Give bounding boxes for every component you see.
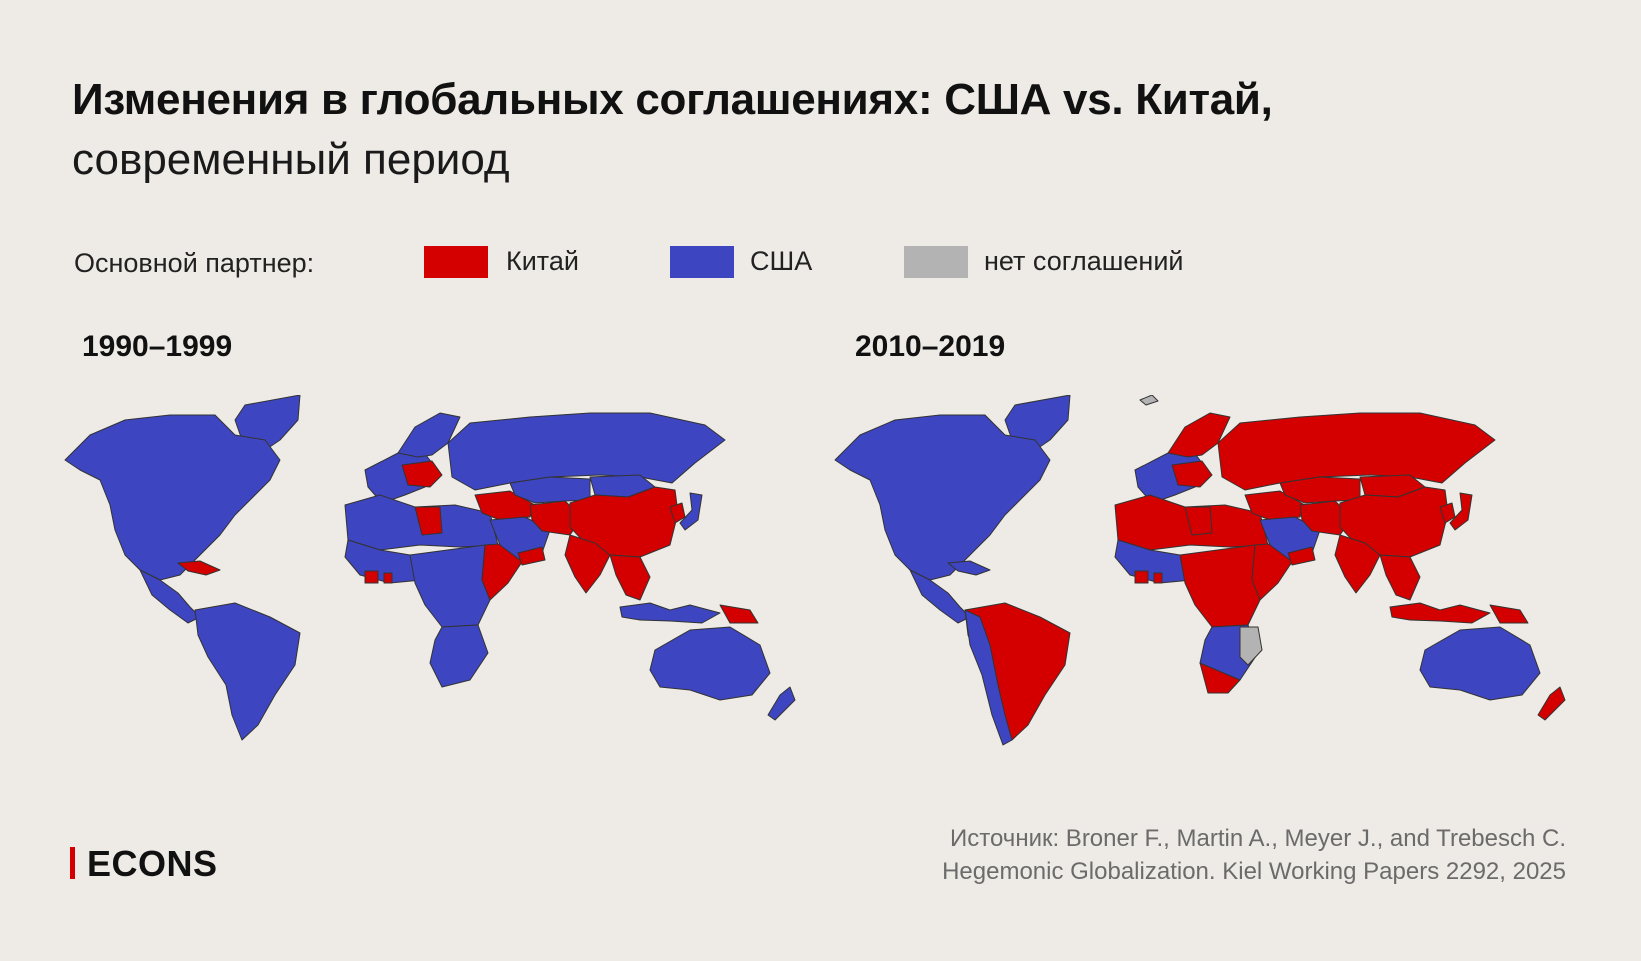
- region-central-africa: [1179, 544, 1261, 628]
- region-svalbard: [1139, 395, 1159, 406]
- region-north-america: [834, 414, 1051, 581]
- region-europe-central: [401, 460, 443, 488]
- chart-title: Изменения в глобальных соглашениях: США …: [72, 70, 1273, 190]
- region-cuba: [947, 560, 991, 576]
- region-yemen: [1287, 546, 1316, 566]
- legend-label: Основной партнер:: [74, 248, 315, 278]
- region-india: [1334, 534, 1381, 594]
- region-india: [564, 534, 611, 594]
- source-line-2: Hegemonic Globalization. Kiel Working Pa…: [942, 858, 1566, 885]
- region-mozambique: [1239, 626, 1263, 666]
- region-indochina: [1379, 554, 1421, 601]
- region-png: [719, 604, 759, 624]
- region-middle-east: [474, 490, 536, 521]
- world-maps: [64, 395, 1566, 746]
- region-new-zealand: [1537, 686, 1566, 721]
- legend-swatch-none: [904, 246, 968, 278]
- region-japan: [679, 492, 703, 531]
- source-note: Источник: Broner F., Martin A., Meyer J.…: [942, 822, 1566, 888]
- legend: Основной партнер: Китай США нет соглашен…: [74, 244, 1274, 280]
- region-south-america: [194, 602, 301, 741]
- region-japan: [1449, 492, 1473, 531]
- legend-swatch-usa: [670, 246, 734, 278]
- region-cuba: [177, 560, 221, 576]
- region-libya: [1184, 506, 1213, 536]
- legend-item-china: Китай: [506, 246, 579, 276]
- region-west-africa: [344, 539, 423, 584]
- region-north-america: [64, 414, 281, 581]
- legend-swatch-china: [424, 246, 488, 278]
- logo-text: ECONS: [87, 843, 218, 884]
- region-central-africa: [409, 544, 491, 628]
- region-new-zealand: [767, 686, 796, 721]
- region-west-africa: [1114, 539, 1193, 584]
- region-indonesia: [619, 602, 721, 624]
- period-label-2010s: 2010–2019: [855, 330, 1006, 363]
- region-scandinavia: [1167, 412, 1231, 458]
- econs-logo: ECONS: [70, 843, 218, 885]
- region-southern-africa: [429, 624, 489, 688]
- world-map-1990s: [64, 395, 796, 741]
- world-map-2010s: [834, 395, 1566, 746]
- region-libya: [414, 506, 443, 536]
- region-russia: [447, 412, 726, 491]
- title-sub: современный период: [72, 135, 510, 184]
- legend-item-none: нет соглашений: [984, 246, 1184, 276]
- region-russia: [1217, 412, 1496, 491]
- region-south-africa: [1199, 662, 1241, 694]
- logo-bar: [70, 847, 75, 879]
- region-indochina: [609, 554, 651, 601]
- region-west-africa-spots: [1134, 570, 1163, 584]
- region-scandinavia: [397, 412, 461, 458]
- region-indonesia: [1389, 602, 1491, 624]
- region-west-africa-spots: [364, 570, 393, 584]
- period-label-1990s: 1990–1999: [82, 330, 233, 363]
- region-australia: [1419, 626, 1541, 701]
- region-png: [1489, 604, 1529, 624]
- source-line-1: Источник: Broner F., Martin A., Meyer J.…: [950, 825, 1566, 852]
- region-middle-east: [1244, 490, 1306, 521]
- region-yemen: [517, 546, 546, 566]
- region-australia: [649, 626, 771, 701]
- legend-item-usa: США: [750, 246, 813, 276]
- title-main: Изменения в глобальных соглашениях: США …: [72, 75, 1273, 124]
- region-south-america-west: [964, 609, 1013, 746]
- region-europe-central: [1171, 460, 1213, 488]
